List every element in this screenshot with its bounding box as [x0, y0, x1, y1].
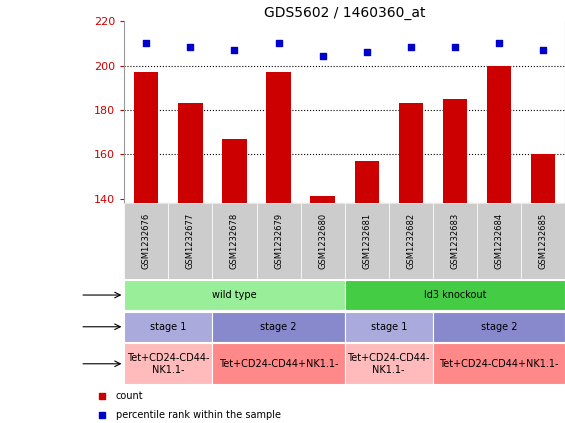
- Point: [186, 43, 195, 50]
- Bar: [487, 66, 511, 203]
- Text: GSM1232684: GSM1232684: [494, 213, 503, 269]
- Point: [97, 412, 106, 419]
- Point: [450, 43, 459, 50]
- Bar: [433, 203, 477, 279]
- Bar: [531, 154, 555, 203]
- Text: ld3 knockout: ld3 knockout: [424, 290, 486, 300]
- Point: [362, 49, 371, 55]
- Bar: [477, 203, 521, 279]
- Point: [494, 40, 503, 47]
- Text: stage 1: stage 1: [371, 322, 407, 332]
- Point: [406, 43, 415, 50]
- Text: GSM1232677: GSM1232677: [186, 213, 195, 269]
- Text: GSM1232678: GSM1232678: [230, 213, 239, 269]
- Text: GSM1232683: GSM1232683: [450, 213, 459, 269]
- Bar: [257, 203, 301, 279]
- Bar: [301, 203, 345, 279]
- Title: GDS5602 / 1460360_at: GDS5602 / 1460360_at: [264, 6, 425, 20]
- Bar: [399, 103, 423, 203]
- Text: count: count: [116, 391, 144, 401]
- Text: GSM1232679: GSM1232679: [274, 213, 283, 269]
- Bar: [389, 203, 433, 279]
- Bar: [124, 280, 345, 310]
- Point: [230, 47, 239, 54]
- Bar: [345, 203, 389, 279]
- Text: GSM1232681: GSM1232681: [362, 213, 371, 269]
- Text: GSM1232682: GSM1232682: [406, 213, 415, 269]
- Text: Tet+CD24-CD44-
NK1.1-: Tet+CD24-CD44- NK1.1-: [127, 353, 210, 375]
- Bar: [168, 203, 212, 279]
- Text: GSM1232676: GSM1232676: [142, 213, 151, 269]
- Bar: [134, 72, 158, 203]
- Bar: [212, 203, 257, 279]
- Bar: [521, 203, 565, 279]
- Bar: [345, 343, 433, 384]
- Bar: [433, 311, 565, 342]
- Bar: [179, 103, 202, 203]
- Text: Tet+CD24-CD44+NK1.1-: Tet+CD24-CD44+NK1.1-: [219, 359, 338, 369]
- Bar: [212, 311, 345, 342]
- Point: [97, 393, 106, 400]
- Text: GSM1232685: GSM1232685: [538, 213, 547, 269]
- Point: [538, 47, 547, 54]
- Bar: [355, 161, 379, 203]
- Bar: [443, 99, 467, 203]
- Point: [274, 40, 283, 47]
- Text: Tet+CD24-CD44-
NK1.1-: Tet+CD24-CD44- NK1.1-: [347, 353, 430, 375]
- Bar: [223, 139, 246, 203]
- Bar: [212, 343, 345, 384]
- Text: percentile rank within the sample: percentile rank within the sample: [116, 410, 281, 420]
- Text: stage 2: stage 2: [481, 322, 517, 332]
- Bar: [267, 72, 290, 203]
- Text: stage 2: stage 2: [260, 322, 297, 332]
- Bar: [433, 343, 565, 384]
- Bar: [124, 343, 212, 384]
- Bar: [345, 280, 565, 310]
- Text: stage 1: stage 1: [150, 322, 186, 332]
- Point: [142, 40, 151, 47]
- Point: [318, 52, 327, 59]
- Text: GSM1232680: GSM1232680: [318, 213, 327, 269]
- Text: Tet+CD24-CD44+NK1.1-: Tet+CD24-CD44+NK1.1-: [439, 359, 559, 369]
- Bar: [124, 203, 168, 279]
- Bar: [311, 196, 334, 203]
- Bar: [345, 311, 433, 342]
- Bar: [124, 311, 212, 342]
- Text: wild type: wild type: [212, 290, 257, 300]
